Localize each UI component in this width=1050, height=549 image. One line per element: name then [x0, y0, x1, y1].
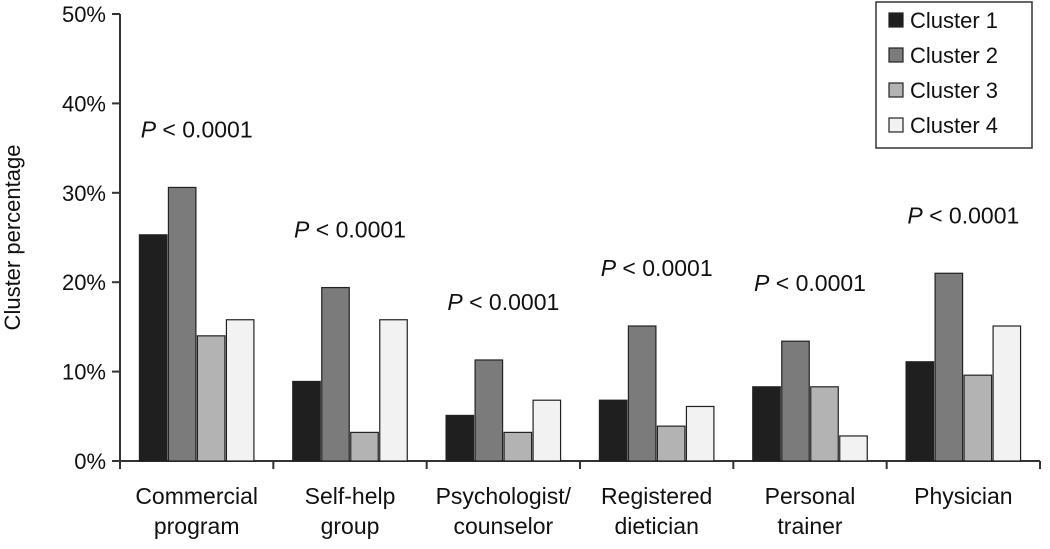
bar — [752, 386, 781, 462]
p-value-annotation: P < 0.0001 — [754, 270, 866, 296]
legend-label: Cluster 4 — [910, 113, 998, 138]
y-tick-label: 20% — [62, 270, 106, 295]
category-label: Registered — [601, 483, 712, 509]
p-value-annotation: P < 0.0001 — [294, 217, 406, 243]
bar — [934, 272, 964, 462]
bar — [196, 335, 226, 462]
y-tick-label: 30% — [62, 181, 106, 206]
y-tick-label: 50% — [62, 2, 106, 27]
bar — [656, 425, 686, 462]
p-value-annotation: P < 0.0001 — [447, 289, 559, 315]
bar — [598, 399, 628, 462]
p-value-annotation: P < 0.0001 — [907, 202, 1019, 228]
legend-swatch — [888, 12, 904, 28]
legend-swatch — [888, 117, 904, 133]
bar — [321, 286, 350, 462]
category-label: Personal — [765, 483, 856, 509]
bars — [138, 186, 1022, 462]
y-tick-label: 0% — [74, 449, 106, 474]
bar — [839, 435, 868, 462]
category-label: dietician — [614, 513, 698, 539]
legend-label: Cluster 1 — [910, 8, 998, 33]
category-label: Self-help — [305, 483, 396, 509]
y-tick-label: 10% — [62, 360, 106, 385]
p-value-annotation: P < 0.0001 — [601, 255, 713, 281]
labels: Commercial program P < 0.0001 Self-help grou… — [135, 116, 1019, 539]
category-label: group — [321, 513, 380, 539]
bar — [532, 399, 562, 462]
bar — [379, 319, 408, 462]
y-axis-label: Cluster percentage — [0, 145, 25, 331]
p-value-annotation: P < 0.0001 — [141, 116, 253, 142]
bar — [225, 319, 255, 462]
bar — [905, 361, 935, 462]
category-label: counselor — [453, 513, 553, 539]
bar — [963, 374, 993, 462]
bar — [627, 325, 657, 462]
bar — [292, 380, 321, 462]
legend-label: Cluster 2 — [910, 43, 998, 68]
bar — [992, 325, 1022, 462]
legend-swatch — [888, 47, 904, 63]
bar — [503, 431, 533, 462]
bar — [810, 386, 839, 462]
category-label: Psychologist/ — [436, 483, 572, 509]
bar — [685, 405, 715, 462]
bar — [138, 234, 168, 462]
bar — [167, 186, 197, 462]
y-tick-label: 40% — [62, 91, 106, 116]
bar — [445, 414, 475, 462]
legend-label: Cluster 3 — [910, 78, 998, 103]
category-label: Commercial — [135, 483, 258, 509]
bar — [781, 340, 810, 462]
category-label: Physician — [914, 483, 1012, 509]
category-label: program — [154, 513, 240, 539]
legend-swatch — [888, 82, 904, 98]
legend: Cluster 1 Cluster 2 Cluster 3 Cluster 4 — [875, 1, 1033, 149]
category-label: trainer — [777, 513, 843, 539]
bar — [350, 431, 379, 462]
axes: 0% 10% 20% 30% 40% 50% Cluster percentage — [0, 2, 1041, 474]
bar — [474, 359, 504, 462]
